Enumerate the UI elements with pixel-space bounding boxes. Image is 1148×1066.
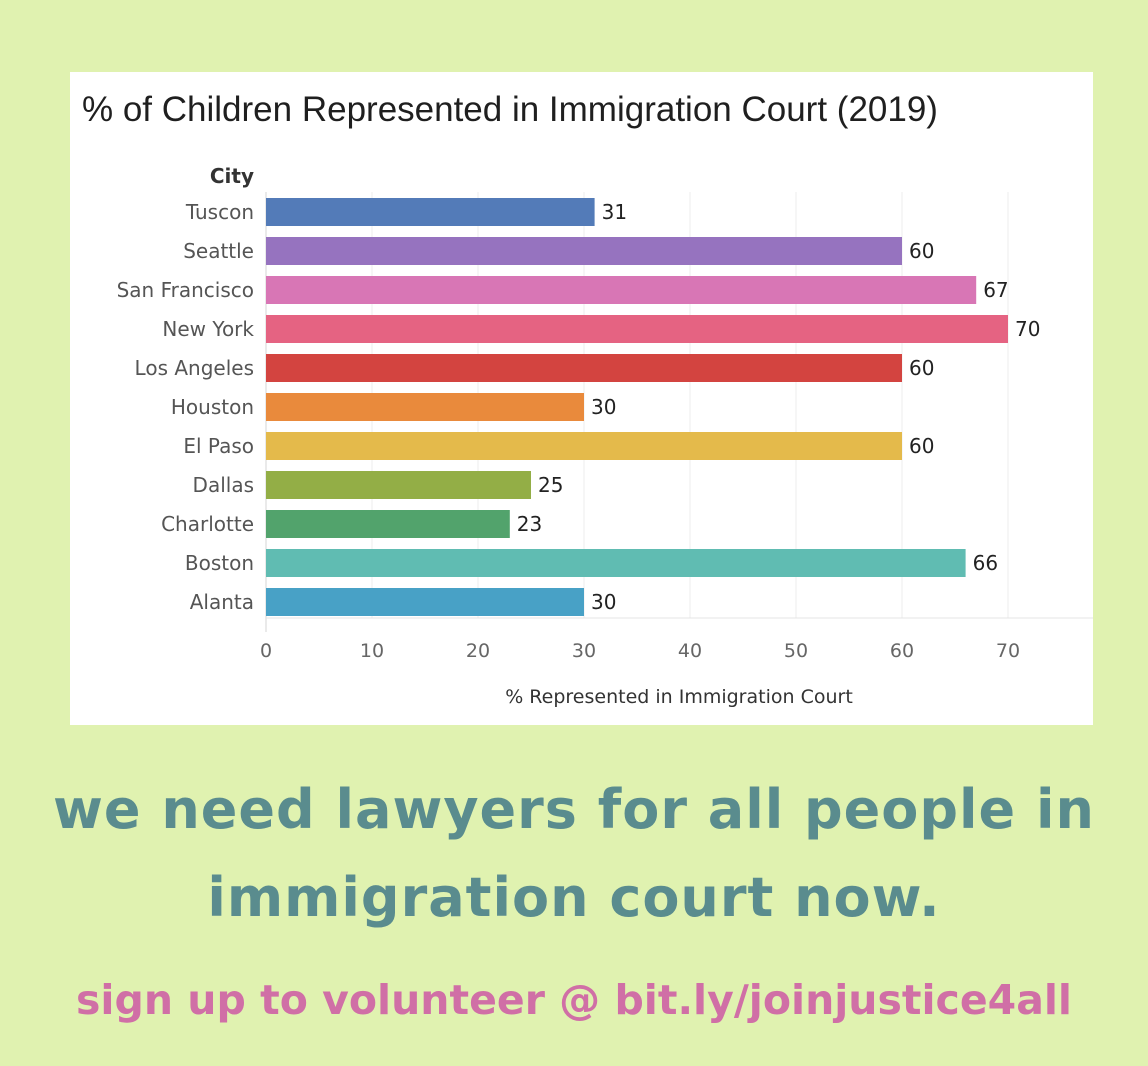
- slogan-line-2: immigration court now.: [207, 866, 941, 929]
- data-label: 30: [591, 590, 616, 614]
- x-tick-label: 50: [784, 640, 808, 662]
- x-tick-label: 70: [996, 640, 1020, 662]
- category-label: Dallas: [193, 473, 254, 497]
- data-label: 31: [602, 200, 627, 224]
- slogan-line-1: we need lawyers for all people in: [53, 778, 1095, 841]
- category-label: Houston: [171, 395, 254, 419]
- bar: [266, 198, 595, 226]
- bar: [266, 471, 531, 499]
- category-label: Tuscon: [185, 200, 254, 224]
- data-label: 67: [983, 278, 1008, 302]
- data-label: 66: [973, 551, 998, 575]
- category-label: Boston: [185, 551, 254, 575]
- bar: [266, 315, 1008, 343]
- x-tick-label: 20: [466, 640, 490, 662]
- data-label: 60: [909, 239, 934, 263]
- chart-card: 0 10 20 30 40 50 60 70 Tuscon 31 Seattle 60 San Fran…: [70, 72, 1093, 725]
- data-label: 60: [909, 356, 934, 380]
- category-label: Los Angeles: [135, 356, 254, 380]
- category-label: Charlotte: [161, 512, 254, 536]
- bar: [266, 510, 510, 538]
- bar: [266, 354, 902, 382]
- bar: [266, 549, 966, 577]
- data-label: 70: [1015, 317, 1040, 341]
- x-tick-label: 60: [890, 640, 914, 662]
- category-header: City: [210, 164, 254, 188]
- data-label: 23: [517, 512, 542, 536]
- data-label: 60: [909, 434, 934, 458]
- bar: [266, 237, 902, 265]
- x-axis-title: % Represented in Immigration Court: [505, 686, 853, 708]
- bar: [266, 588, 584, 616]
- volunteer-link[interactable]: sign up to volunteer @ bit.ly/joinjustic…: [76, 976, 1072, 1024]
- chart-title: % of Children Represented in Immigration…: [82, 90, 938, 129]
- category-label: Seattle: [183, 239, 254, 263]
- bar: [266, 276, 977, 304]
- bar-chart: 0 10 20 30 40 50 60 70 Tuscon 31 Seattle 60 San Fran…: [117, 164, 1093, 708]
- data-label: 25: [538, 473, 563, 497]
- category-label: New York: [162, 317, 254, 341]
- data-label: 30: [591, 395, 616, 419]
- bar: [266, 393, 584, 421]
- x-tick-label: 0: [260, 640, 272, 662]
- bar: [266, 432, 902, 460]
- category-label: Alanta: [190, 590, 254, 614]
- category-label: El Paso: [183, 434, 254, 458]
- x-tick-label: 40: [678, 640, 702, 662]
- x-tick-label: 30: [572, 640, 596, 662]
- x-tick-label: 10: [360, 640, 384, 662]
- category-label: San Francisco: [117, 278, 254, 302]
